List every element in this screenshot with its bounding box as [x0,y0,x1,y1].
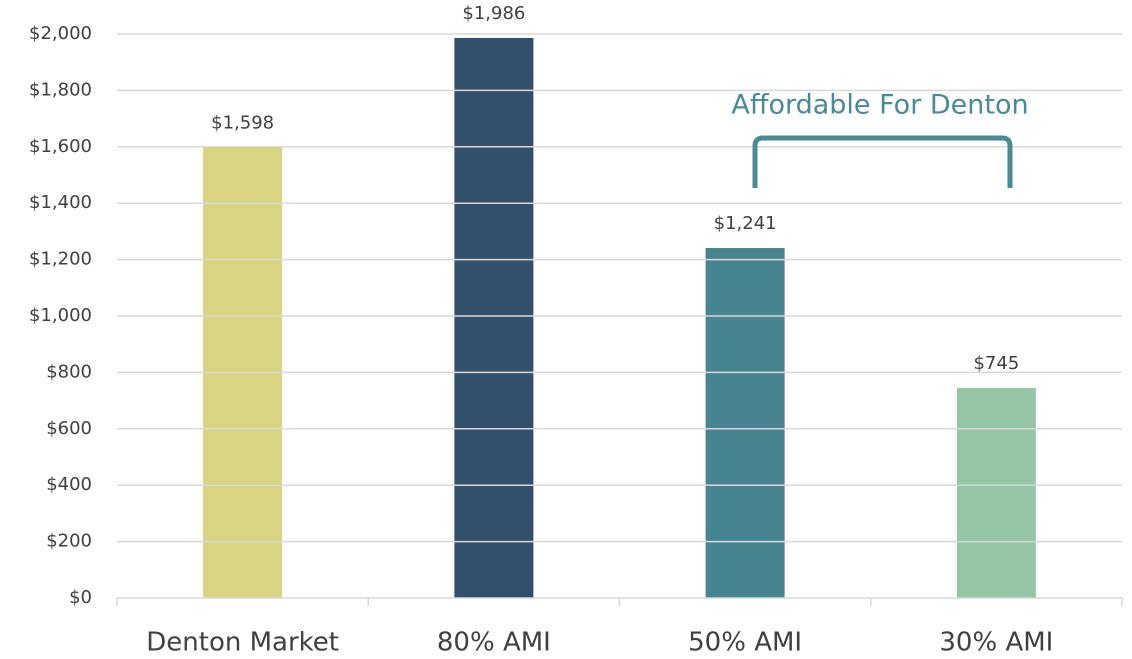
x-tick-label: Denton Market [146,628,339,658]
y-tick-label: $400 [46,474,92,495]
bar [705,248,785,598]
y-tick-label: $1,800 [29,79,92,100]
y-tick-label: $1,200 [29,249,92,270]
y-tick-label: $600 [46,418,92,439]
y-tick-label: $800 [46,361,92,382]
value-label: $1,986 [462,3,525,24]
value-label: $1,241 [714,213,777,234]
y-tick-label: $200 [46,531,92,552]
y-tick-label: $1,400 [29,192,92,213]
y-tick-label: $0 [69,587,92,608]
y-tick-label: $2,000 [29,23,92,44]
bar [454,37,534,598]
x-tick-label: 30% AMI [939,628,1053,658]
y-tick-label: $1,000 [29,305,92,326]
y-tick-label: $1,600 [29,136,92,157]
bar [956,387,1036,598]
x-tick-label: 80% AMI [437,628,551,658]
bracket [752,135,1013,188]
x-tick-label: 50% AMI [688,628,802,658]
value-label: $1,598 [211,112,274,133]
value-label: $745 [973,353,1019,374]
annotation: Affordable For Denton [731,90,1028,121]
